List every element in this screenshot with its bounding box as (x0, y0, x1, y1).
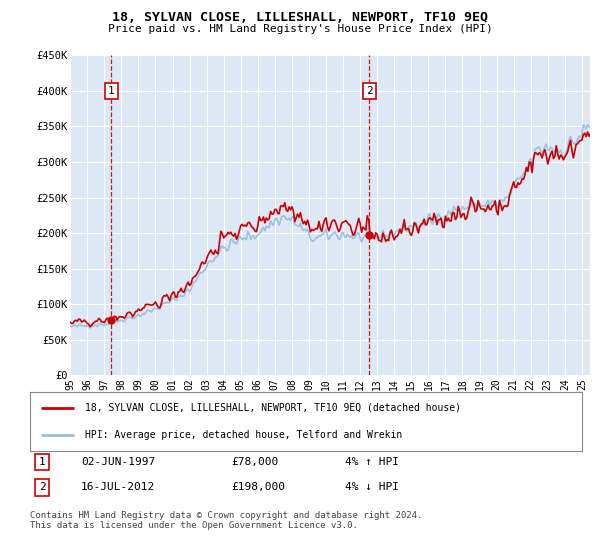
Text: 2: 2 (366, 86, 373, 96)
Text: 4% ↓ HPI: 4% ↓ HPI (345, 482, 399, 492)
Text: Contains HM Land Registry data © Crown copyright and database right 2024.
This d: Contains HM Land Registry data © Crown c… (30, 511, 422, 530)
Text: 4% ↑ HPI: 4% ↑ HPI (345, 457, 399, 467)
Text: £198,000: £198,000 (231, 482, 285, 492)
Text: 2: 2 (38, 482, 46, 492)
Text: £78,000: £78,000 (231, 457, 278, 467)
Text: 02-JUN-1997: 02-JUN-1997 (81, 457, 155, 467)
Text: Price paid vs. HM Land Registry's House Price Index (HPI): Price paid vs. HM Land Registry's House … (107, 24, 493, 34)
Text: 18, SYLVAN CLOSE, LILLESHALL, NEWPORT, TF10 9EQ: 18, SYLVAN CLOSE, LILLESHALL, NEWPORT, T… (112, 11, 488, 24)
Text: HPI: Average price, detached house, Telford and Wrekin: HPI: Average price, detached house, Telf… (85, 430, 403, 440)
Text: 16-JUL-2012: 16-JUL-2012 (81, 482, 155, 492)
Text: 1: 1 (38, 457, 46, 467)
Text: 1: 1 (108, 86, 115, 96)
Text: 18, SYLVAN CLOSE, LILLESHALL, NEWPORT, TF10 9EQ (detached house): 18, SYLVAN CLOSE, LILLESHALL, NEWPORT, T… (85, 403, 461, 413)
